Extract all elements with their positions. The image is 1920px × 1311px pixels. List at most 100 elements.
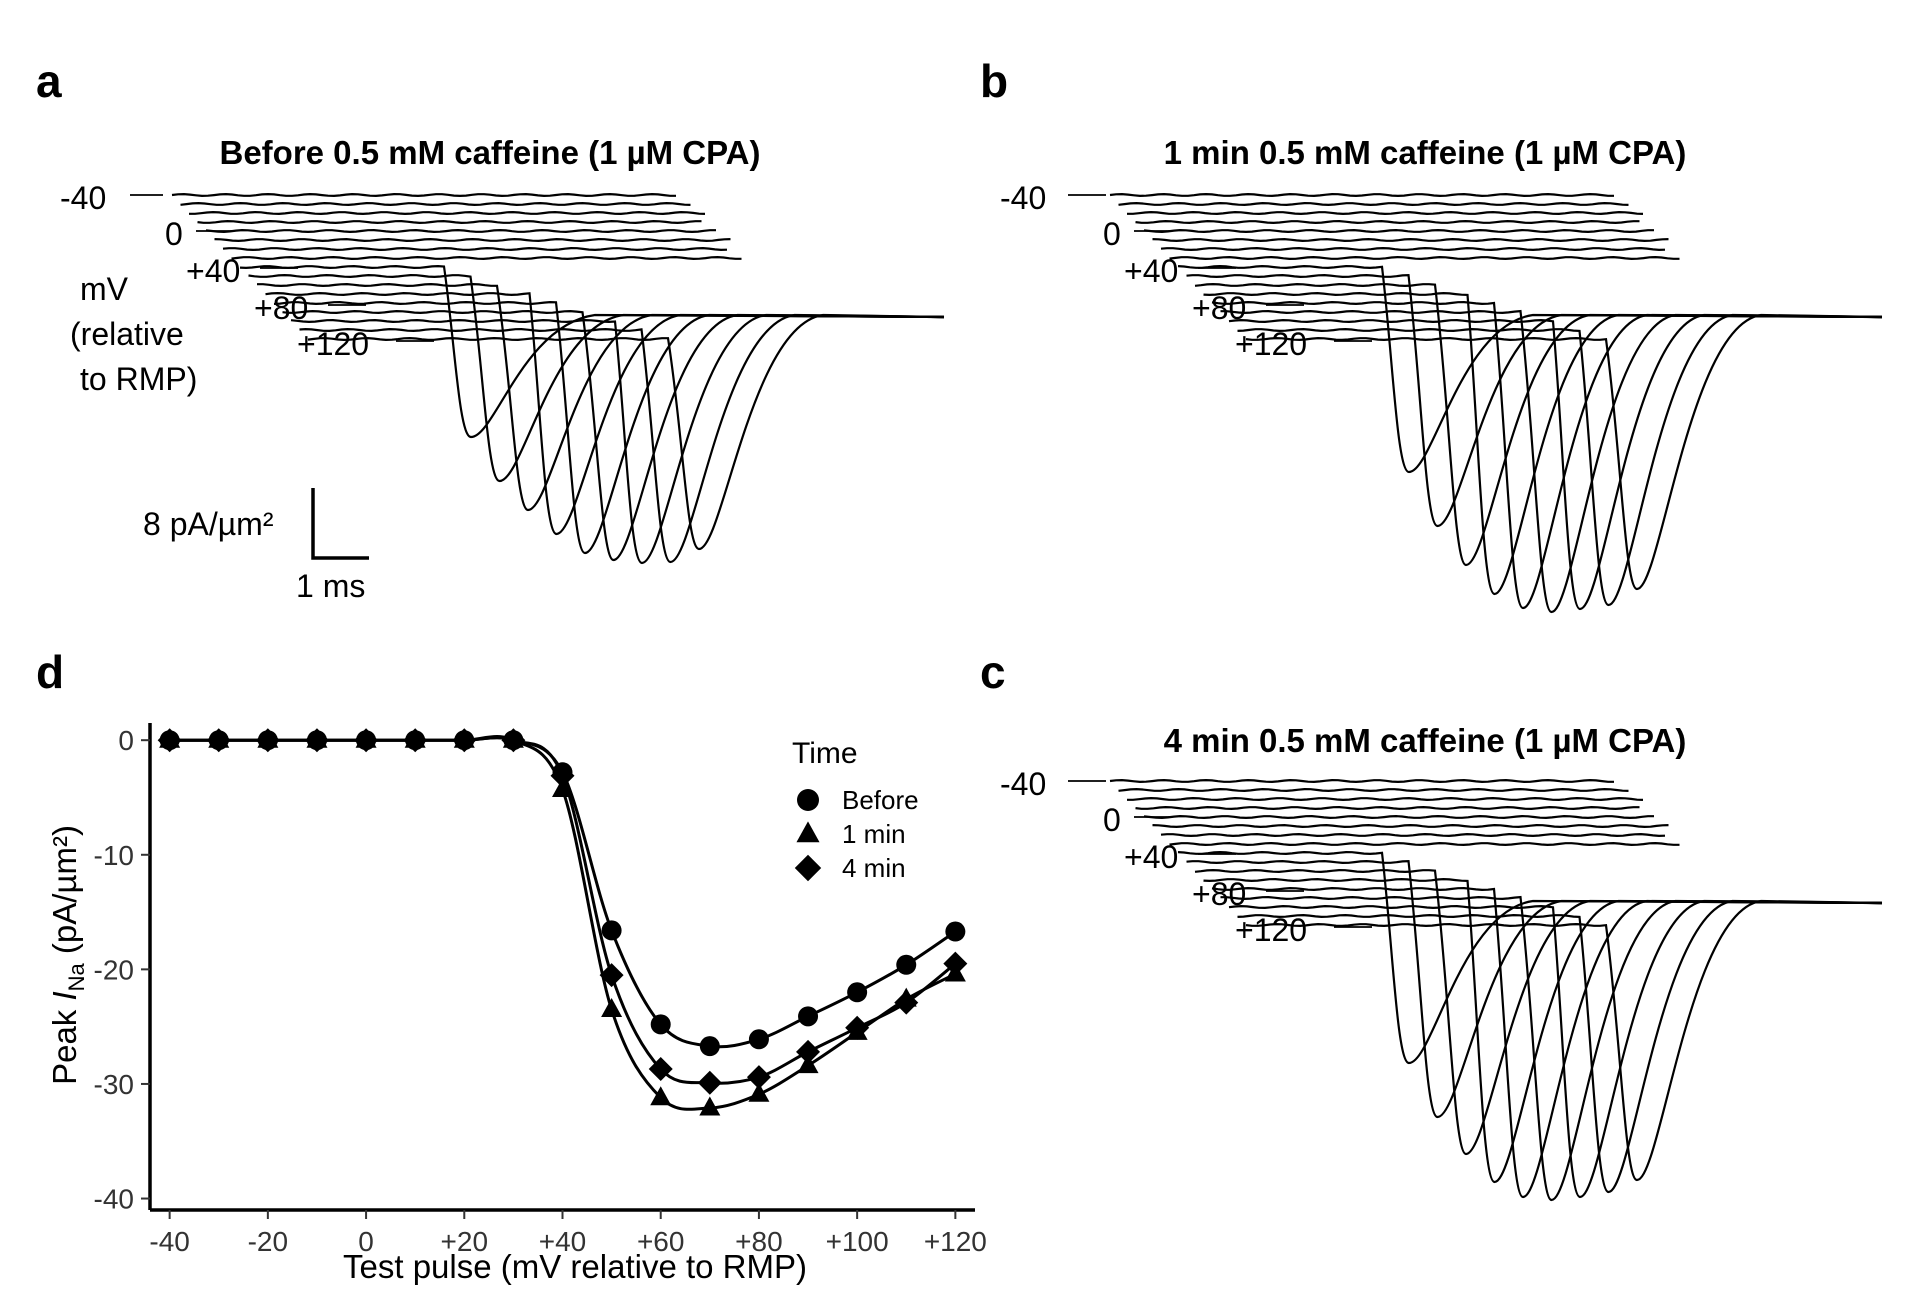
voltage-label: +40 — [1124, 253, 1178, 289]
panel-b-current-traces — [1109, 192, 1883, 614]
data-point — [501, 728, 526, 753]
data-point — [894, 990, 919, 1015]
current-trace — [222, 246, 728, 252]
voltage-label: -40 — [1000, 766, 1046, 802]
data-point — [845, 1015, 870, 1040]
current-trace — [1143, 814, 1654, 820]
panel-a-current-traces — [171, 192, 945, 565]
data-point — [452, 728, 477, 753]
current-trace — [1211, 300, 1883, 610]
legend-item-label: 4 min — [842, 853, 906, 883]
voltage-label: -40 — [60, 180, 106, 216]
current-trace — [307, 313, 945, 551]
current-trace — [197, 219, 702, 225]
current-trace — [171, 192, 676, 198]
current-trace — [282, 309, 945, 562]
panel-label-d: d — [36, 646, 64, 698]
y-axis-label-prefix: Peak — [46, 1001, 83, 1085]
data-point — [943, 951, 968, 976]
current-trace — [1203, 877, 1883, 1184]
data-point — [945, 921, 966, 942]
current-trace — [1237, 313, 1883, 607]
current-trace — [257, 282, 945, 512]
current-trace — [1143, 228, 1654, 234]
data-point — [697, 1070, 722, 1095]
current-trace — [189, 210, 706, 216]
x-tick-label: +100 — [826, 1226, 889, 1257]
plot-tick-labels: -40 -20 0 +20 +40 +60 +80 +100 +120 0 -10 -20 -30 -40 — [94, 725, 987, 1257]
data-point — [599, 963, 624, 988]
current-trace — [1177, 264, 1883, 474]
current-trace — [1228, 313, 1883, 611]
data-point — [403, 728, 428, 753]
current-trace — [1135, 219, 1640, 225]
current-trace — [1228, 899, 1883, 1199]
x-tick-label: +20 — [441, 1226, 489, 1257]
data-point — [550, 763, 575, 788]
x-axis-label: Test pulse (mV relative to RMP) — [343, 1248, 807, 1285]
y-tick-label: -10 — [94, 840, 134, 871]
current-trace — [1237, 899, 1883, 1194]
scale-bar-time-label: 1 ms — [296, 568, 365, 604]
panel-c-current-traces — [1109, 778, 1883, 1202]
x-tick-label: -40 — [149, 1226, 189, 1257]
scale-bar: 8 pA/µm² 1 ms — [143, 488, 369, 604]
current-trace — [1160, 832, 1666, 838]
current-trace — [1220, 309, 1883, 614]
legend-item-label: Before — [842, 785, 919, 815]
panel-b-voltage-labels: -40 0 +40 +80 +120 — [1000, 180, 1372, 362]
x-tick-label: +80 — [735, 1226, 783, 1257]
current-trace — [1109, 192, 1614, 198]
data-point — [650, 1014, 671, 1035]
panel-label-b: b — [980, 55, 1008, 107]
data-point — [601, 920, 622, 941]
y-tick-label: 0 — [118, 725, 134, 756]
data-point — [304, 728, 329, 753]
current-trace — [1118, 201, 1629, 207]
legend-item-label: 1 min — [842, 819, 906, 849]
unit-label-line: (relative — [70, 316, 184, 352]
current-trace — [1127, 210, 1644, 216]
data-point — [748, 1029, 769, 1050]
current-trace — [1169, 255, 1680, 261]
x-tick-label: +40 — [539, 1226, 587, 1257]
panel-c-title: 4 min 0.5 mM caffeine (1 µM CPA) — [1164, 722, 1687, 759]
x-tick-label: 0 — [358, 1226, 374, 1257]
data-point — [699, 1036, 720, 1057]
data-point — [746, 1065, 771, 1090]
current-trace — [1194, 282, 1883, 567]
panel-label-c: c — [980, 646, 1006, 698]
y-axis-label-units: (pA/µm²) — [46, 825, 83, 963]
legend: Time Before 1 min 4 min — [792, 737, 919, 883]
current-trace — [1118, 787, 1629, 793]
iv-plot: -40 -20 0 +20 +40 +60 +80 +100 +1200-10-20-30-40… — [46, 723, 987, 1285]
current-trace — [273, 300, 945, 555]
panel-a-title: Before 0.5 mM caffeine (1 µM CPA) — [219, 134, 760, 171]
data-point — [206, 728, 231, 753]
current-trace — [1169, 841, 1680, 847]
current-trace — [1135, 805, 1640, 811]
y-axis-label-subscript: Na — [64, 962, 89, 991]
current-trace — [290, 313, 945, 565]
current-trace — [1160, 246, 1666, 252]
current-trace — [239, 264, 945, 439]
x-tick-label: +120 — [924, 1226, 987, 1257]
legend-title: Time — [792, 737, 858, 770]
voltage-label: 0 — [165, 216, 183, 252]
current-trace — [1152, 237, 1669, 243]
unit-label-line: to RMP) — [80, 361, 197, 397]
legend-marker — [797, 789, 819, 811]
current-trace — [205, 228, 716, 234]
voltage-label: +120 — [297, 326, 369, 362]
data-point — [601, 997, 623, 1017]
current-trace — [299, 313, 945, 564]
data-point — [255, 728, 280, 753]
legend-marker — [794, 854, 822, 882]
data-points — [157, 728, 968, 1116]
current-trace — [1211, 886, 1883, 1199]
current-trace — [1220, 895, 1883, 1202]
current-trace — [1109, 778, 1614, 784]
data-point — [798, 1006, 819, 1027]
data-point — [896, 954, 917, 975]
panel-c-voltage-labels: -40 0 +40 +80 +120 — [1000, 766, 1372, 948]
